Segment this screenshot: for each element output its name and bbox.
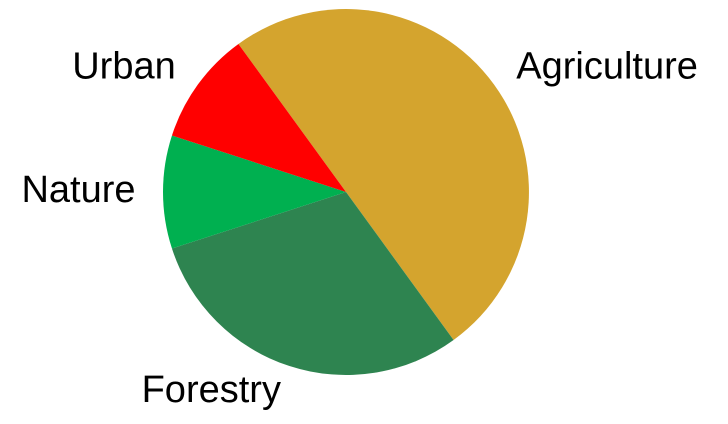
pie-slice	[163, 135, 346, 249]
slice-label: Forestry	[142, 369, 281, 411]
pie-slice	[238, 9, 529, 341]
slice-label: Urban	[72, 45, 176, 87]
slice-label: Agriculture	[516, 45, 698, 87]
pie-slice	[171, 43, 346, 192]
slice-label: Nature	[21, 169, 135, 211]
pie-slice	[171, 192, 454, 375]
